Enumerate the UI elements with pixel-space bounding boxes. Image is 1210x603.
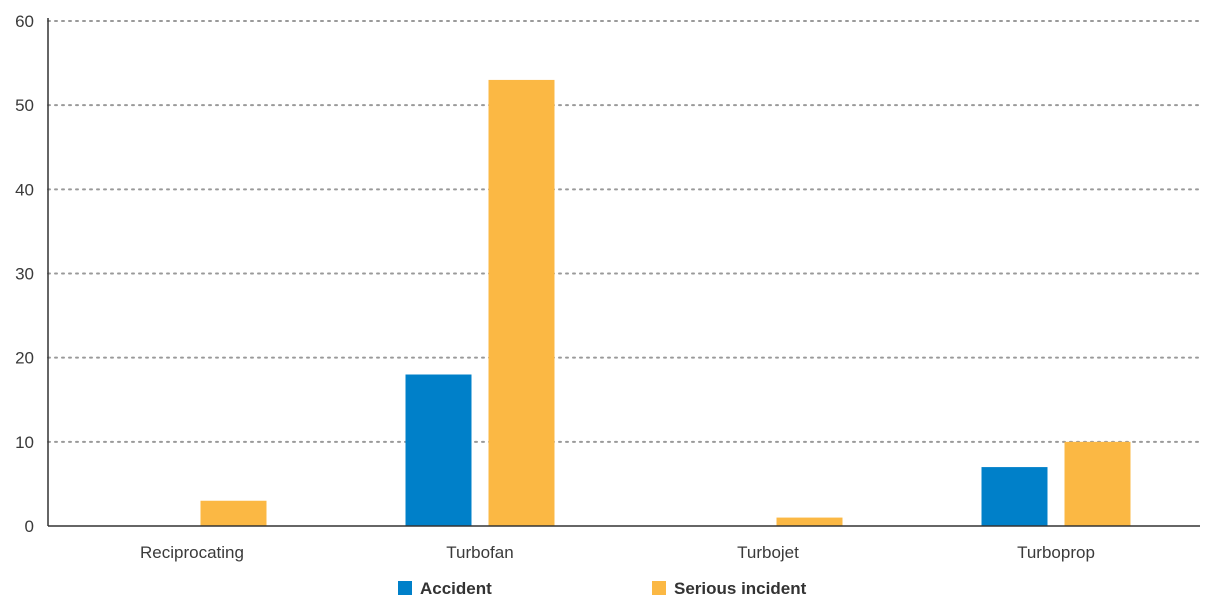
legend-label: Accident <box>420 579 492 598</box>
x-axis-labels: Reciprocating Turbofan Turbojet Turboprop <box>140 543 1095 562</box>
y-tick-label: 10 <box>15 433 34 452</box>
x-category-label: Turbofan <box>446 543 513 562</box>
x-category-label: Turbojet <box>737 543 799 562</box>
x-category-label: Reciprocating <box>140 543 244 562</box>
bar-accident-turboprop <box>981 467 1048 526</box>
y-tick-label: 50 <box>15 96 34 115</box>
gridlines <box>47 20 1201 443</box>
bar-serious-incident-reciprocating <box>200 500 267 526</box>
legend-label: Serious incident <box>674 579 807 598</box>
y-axis-ticks: 0 10 20 30 40 50 60 <box>15 12 34 536</box>
legend-swatch <box>398 581 412 595</box>
y-tick-label: 40 <box>15 180 34 199</box>
y-tick-label: 0 <box>25 517 34 536</box>
y-tick-label: 60 <box>15 12 34 31</box>
y-tick-label: 20 <box>15 349 34 368</box>
legend: Accident Serious incident <box>398 579 807 598</box>
legend-swatch <box>652 581 666 595</box>
bar-serious-incident-turbojet <box>776 517 843 526</box>
bar-serious-incident-turboprop <box>1064 441 1131 526</box>
x-category-label: Turboprop <box>1017 543 1095 562</box>
bar-accident-turbofan <box>405 374 472 526</box>
bars <box>200 79 1131 527</box>
bar-serious-incident-turbofan <box>488 79 555 527</box>
y-tick-label: 30 <box>15 265 34 284</box>
